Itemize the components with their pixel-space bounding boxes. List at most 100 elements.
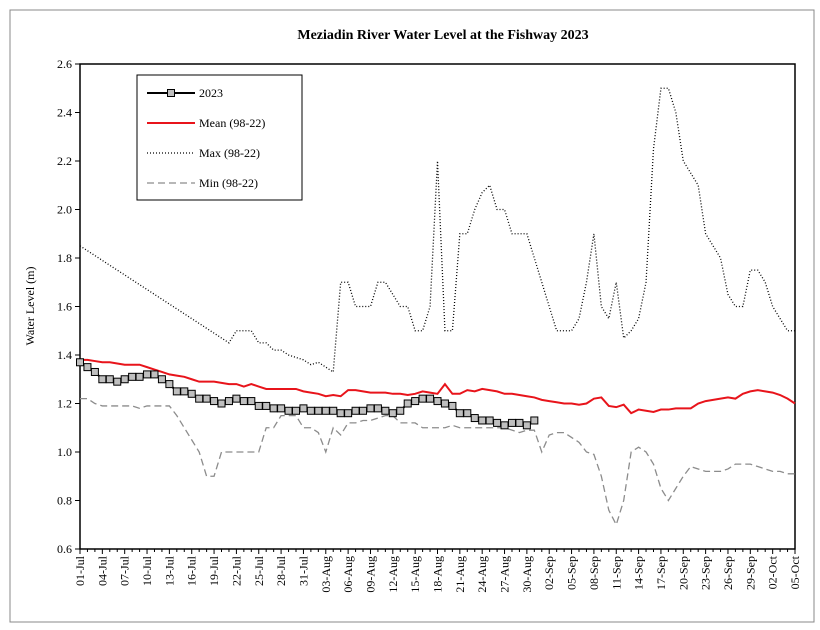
data-point <box>210 397 219 406</box>
data-point <box>113 377 122 386</box>
data-point <box>195 394 204 403</box>
x-tick-label: 02-Oct <box>766 555 780 589</box>
data-point <box>493 418 502 427</box>
series-line <box>80 398 795 527</box>
data-point <box>366 404 375 413</box>
x-tick-label: 07-Jul <box>118 555 132 586</box>
data-point <box>90 367 99 376</box>
x-tick-label: 10-Jul <box>140 555 154 586</box>
legend-label: Min (98-22) <box>199 176 258 190</box>
x-tick-label: 03-Aug <box>319 556 333 593</box>
data-point <box>515 418 524 427</box>
x-tick-label: 06-Aug <box>341 556 355 593</box>
data-point <box>433 397 442 406</box>
data-point <box>83 363 92 372</box>
data-point <box>143 370 152 379</box>
x-tick-label: 16-Jul <box>185 555 199 586</box>
y-tick-label: 1.6 <box>57 300 72 314</box>
x-tick-label: 19-Jul <box>207 555 221 586</box>
legend-label: Max (98-22) <box>199 146 260 160</box>
data-point <box>463 409 472 418</box>
series-line <box>79 87 795 374</box>
x-tick-label: 31-Jul <box>296 555 310 586</box>
data-point <box>455 409 464 418</box>
y-tick-label: 2.0 <box>57 203 72 217</box>
x-tick-label: 15-Aug <box>408 556 422 593</box>
data-point <box>128 372 137 381</box>
y-tick-label: 1.0 <box>57 445 72 459</box>
data-point <box>120 375 129 384</box>
data-point <box>135 372 144 381</box>
x-tick-label: 01-Jul <box>73 555 87 586</box>
y-tick-label: 2.2 <box>57 154 72 168</box>
data-point <box>373 404 382 413</box>
data-point <box>254 401 263 410</box>
chart-frame <box>9 9 815 623</box>
y-tick-label: 0.8 <box>57 494 72 508</box>
x-tick-label: 13-Jul <box>162 555 176 586</box>
x-tick-label: 05-Sep <box>565 556 579 590</box>
data-point <box>344 409 353 418</box>
x-tick-label: 09-Aug <box>363 556 377 593</box>
data-point <box>217 399 226 408</box>
data-point <box>277 404 286 413</box>
legend-marker <box>167 89 175 97</box>
legend-label: 2023 <box>199 86 223 100</box>
data-point <box>98 375 107 384</box>
data-point <box>403 399 412 408</box>
data-point <box>351 406 360 415</box>
data-point <box>485 416 494 425</box>
data-point <box>76 358 84 367</box>
data-point <box>202 394 211 403</box>
y-tick-label: 0.6 <box>57 542 72 556</box>
data-point <box>247 397 256 406</box>
data-point <box>470 414 479 423</box>
data-point <box>262 401 271 410</box>
data-point <box>314 406 323 415</box>
data-point <box>500 421 509 430</box>
x-tick-label: 24-Aug <box>475 556 489 593</box>
data-point <box>418 394 427 403</box>
data-point <box>329 406 338 415</box>
data-point <box>440 399 449 408</box>
data-point <box>381 406 390 415</box>
y-tick-label: 2.6 <box>57 57 72 71</box>
legend-label: Mean (98-22) <box>199 116 265 130</box>
data-point <box>306 406 315 415</box>
data-point <box>157 375 166 384</box>
data-point <box>232 394 241 403</box>
x-tick-label: 18-Aug <box>431 556 445 593</box>
data-point <box>359 406 368 415</box>
data-point <box>336 409 345 418</box>
x-tick-label: 05-Oct <box>788 555 802 589</box>
x-tick-label: 25-Jul <box>252 555 266 586</box>
data-point <box>165 380 174 389</box>
chart-title: Meziadin River Water Level at the Fishwa… <box>297 28 588 43</box>
data-point <box>105 375 114 384</box>
x-tick-label: 21-Aug <box>453 556 467 593</box>
x-tick-label: 14-Sep <box>632 556 646 590</box>
data-point <box>239 397 248 406</box>
x-tick-label: 11-Sep <box>609 556 623 590</box>
x-tick-label: 27-Aug <box>498 556 512 593</box>
data-point <box>507 418 516 427</box>
data-point <box>224 397 233 406</box>
legend-box <box>136 74 303 201</box>
data-point <box>284 406 293 415</box>
x-tick-label: 17-Sep <box>654 556 668 590</box>
x-tick-label: 04-Jul <box>95 555 109 586</box>
x-tick-label: 20-Sep <box>676 556 690 590</box>
data-point <box>478 416 487 425</box>
x-tick-label: 02-Sep <box>542 556 556 590</box>
data-point <box>180 387 189 396</box>
x-tick-label: 26-Sep <box>721 556 735 590</box>
data-point <box>299 404 308 413</box>
x-tick-label: 12-Aug <box>386 556 400 593</box>
y-tick-label: 2.4 <box>57 106 72 120</box>
data-point <box>396 406 405 415</box>
x-tick-label: 23-Sep <box>699 556 713 590</box>
y-axis-label: Water Level (m) <box>23 267 37 346</box>
data-point <box>172 387 181 396</box>
data-point <box>291 406 300 415</box>
